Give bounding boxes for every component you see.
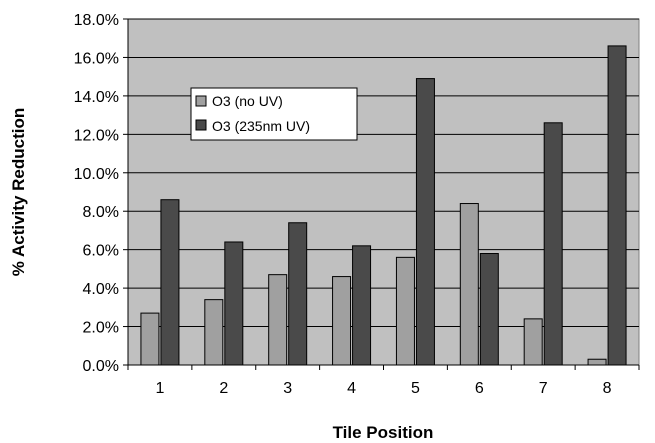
legend: O3 (no UV) O3 (235nm UV): [190, 87, 358, 141]
bar-no-uv-1: [140, 312, 160, 366]
legend-swatch-235nm-uv: [195, 119, 207, 131]
bar-no-uv-3: [268, 274, 288, 366]
bar-no-uv-2: [204, 299, 224, 366]
bar-235nm-uv-2: [224, 241, 244, 366]
x-axis-ticks: 1 2 3 4 5 6 7 8: [127, 365, 640, 397]
y-tick-label: 18.0%: [74, 12, 119, 29]
y-tick-label: 14.0%: [74, 89, 119, 106]
bar-235nm-uv-4: [352, 245, 372, 366]
bar-235nm-uv-8: [607, 45, 627, 366]
bar-235nm-uv-5: [415, 78, 435, 366]
legend-label-235nm-uv: O3 (235nm UV): [212, 118, 310, 134]
legend-label-no-uv: O3 (no UV): [212, 93, 283, 109]
bar-no-uv-5: [395, 256, 415, 366]
x-tick-label: 5: [411, 380, 420, 397]
bar-235nm-uv-3: [288, 222, 308, 366]
x-tick-label: 8: [603, 380, 612, 397]
y-tick-label: 4.0%: [83, 281, 119, 298]
bar-235nm-uv-1: [160, 199, 180, 366]
legend-box: [190, 87, 358, 141]
y-axis-ticks: 0.0% 2.0% 4.0% 6.0% 8.0% 10.0% 12.0% 14.0% 16.0%…: [74, 12, 128, 375]
x-tick-label: 4: [347, 380, 356, 397]
bar-no-uv-6: [459, 203, 479, 366]
x-tick-label: 2: [219, 380, 228, 397]
x-tick-label: 1: [155, 380, 164, 397]
y-tick-label: 0.0%: [83, 358, 119, 375]
bar-235nm-uv-6: [479, 253, 499, 366]
bar-no-uv-7: [523, 318, 543, 366]
x-axis-title: Tile Position: [333, 423, 434, 442]
y-axis-title: % Activity Reduction: [9, 108, 28, 276]
y-tick-label: 8.0%: [83, 204, 119, 221]
y-tick-label: 16.0%: [74, 50, 119, 67]
bar-no-uv-4: [332, 276, 352, 366]
x-tick-label: 7: [539, 380, 548, 397]
y-tick-label: 2.0%: [83, 320, 119, 337]
bars: [140, 45, 627, 366]
bar-235nm-uv-7: [543, 122, 563, 366]
x-tick-label: 3: [283, 380, 292, 397]
legend-swatch-no-uv: [195, 95, 207, 107]
y-tick-label: 10.0%: [74, 166, 119, 183]
x-tick-label: 6: [475, 380, 484, 397]
bar-no-uv-8: [587, 358, 607, 366]
y-tick-label: 12.0%: [74, 127, 119, 144]
y-tick-label: 6.0%: [83, 243, 119, 260]
